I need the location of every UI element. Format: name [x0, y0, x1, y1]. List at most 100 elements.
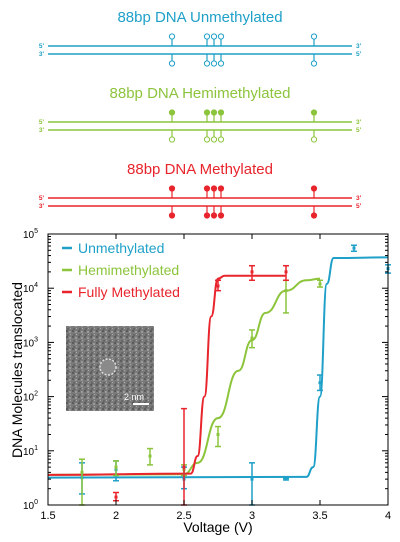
- cpg-site-marker: [217, 136, 225, 143]
- data-point: [114, 495, 118, 499]
- y-tick-label: 104: [23, 282, 38, 295]
- data-point: [80, 470, 84, 474]
- strand-end-label: 3': [356, 43, 362, 50]
- cpg-site-marker: [203, 60, 211, 67]
- x-tick-label: 3: [249, 510, 255, 522]
- cpg-site-marker: [217, 185, 225, 192]
- cpg-site-marker: [310, 212, 318, 219]
- y-tick-label: 103: [23, 336, 38, 349]
- y-tick-exponent: 5: [34, 228, 38, 235]
- legend: Unmethylated Hemimethylated Fully Methylat…: [62, 240, 180, 300]
- x-axis-label: Voltage (V): [183, 519, 252, 535]
- y-tick-base: 10: [23, 230, 35, 241]
- y-tick-base: 10: [23, 501, 35, 512]
- cpg-site-marker: [310, 109, 318, 116]
- cpg-site-marker: [168, 109, 176, 116]
- strand-end-label: 5': [356, 127, 362, 134]
- y-tick-label: 102: [23, 391, 38, 404]
- strand-end-label: 5': [356, 203, 362, 210]
- cpg-site-marker: [217, 60, 225, 67]
- strand-title: 88bp DNA Hemimethylated: [110, 85, 291, 102]
- y-tick-exponent: 2: [34, 391, 38, 398]
- cpg-site-marker: [203, 185, 211, 192]
- data-point: [114, 465, 118, 469]
- data-point: [318, 282, 322, 286]
- cpg-site-marker: [217, 212, 225, 219]
- legend-label: Hemimethylated: [78, 262, 179, 278]
- fit-curves: [47, 256, 389, 479]
- data-point: [284, 289, 288, 293]
- strand-end-label: 3': [39, 203, 45, 210]
- cpg-site-marker: [310, 33, 318, 40]
- data-point: [250, 477, 254, 481]
- strand-title: 88bp DNA Unmethylated: [117, 9, 282, 26]
- cpg-site-marker: [168, 212, 176, 219]
- y-tick-base: 10: [23, 447, 35, 458]
- legend-label: Fully Methylated: [78, 284, 180, 300]
- data-point: [216, 284, 220, 288]
- strand-title: 88bp DNA Methylated: [127, 161, 273, 178]
- data-point: [284, 270, 288, 274]
- y-tick-base: 10: [23, 393, 35, 404]
- data-point: [250, 336, 254, 340]
- y-tick-label: 105: [23, 228, 38, 241]
- cpg-site-marker: [203, 33, 211, 40]
- y-tick-base: 10: [23, 284, 35, 295]
- cpg-site-marker: [310, 60, 318, 67]
- x-tick-label: 4: [385, 510, 391, 522]
- cpg-site-marker: [210, 60, 218, 67]
- cpg-site-marker: [310, 185, 318, 192]
- strand-end-label: 5': [39, 195, 45, 202]
- x-tick-label: 3.5: [312, 510, 327, 522]
- y-tick-exponent: 1: [34, 445, 38, 452]
- cpg-site-marker: [210, 33, 218, 40]
- strand-end-label: 5': [39, 119, 45, 126]
- legend-label: Unmethylated: [78, 240, 164, 256]
- cpg-site-marker: [203, 136, 211, 143]
- fit-curve-2: [47, 274, 287, 476]
- x-axis: 1.5 2 2.5 3 3.5 4: [40, 234, 391, 522]
- cpg-site-marker: [168, 60, 176, 67]
- cpg-site-marker: [217, 109, 225, 116]
- strand-end-label: 3': [39, 127, 45, 134]
- fit-curve-0: [47, 256, 389, 479]
- cpg-site-marker: [168, 136, 176, 143]
- x-tick-label: 2.5: [176, 510, 191, 522]
- tem-inset: 2 nm: [66, 326, 154, 411]
- data-point: [318, 381, 322, 385]
- scale-bar-label: 2 nm: [124, 392, 144, 402]
- y-tick-exponent: 0: [34, 499, 38, 506]
- x-tick-label: 1.5: [40, 510, 55, 522]
- strand-end-label: 5': [356, 51, 362, 58]
- y-tick-base: 10: [23, 338, 35, 349]
- y-axis-label: DNA Molecules translocated: [9, 282, 25, 458]
- y-tick-exponent: 3: [34, 336, 38, 343]
- data-point: [216, 432, 220, 436]
- cpg-site-marker: [203, 109, 211, 116]
- data-point: [250, 270, 254, 274]
- cpg-site-marker: [310, 136, 318, 143]
- plot-frame: [47, 233, 389, 506]
- cpg-site-marker: [203, 212, 211, 219]
- data-point: [284, 477, 288, 481]
- y-tick-label: 101: [23, 445, 38, 458]
- nanopore-ring: [99, 358, 117, 376]
- y-tick-label: 100: [23, 499, 38, 512]
- cpg-site-marker: [210, 136, 218, 143]
- cpg-site-marker: [210, 212, 218, 219]
- cpg-site-marker: [168, 33, 176, 40]
- strand-end-label: 3': [356, 119, 362, 126]
- x-tick-label: 2: [113, 510, 119, 522]
- strand-end-label: 3': [356, 195, 362, 202]
- cpg-site-marker: [168, 185, 176, 192]
- data-point: [182, 465, 186, 469]
- data-point: [148, 454, 152, 458]
- cpg-site-marker: [210, 185, 218, 192]
- cpg-site-marker: [217, 33, 225, 40]
